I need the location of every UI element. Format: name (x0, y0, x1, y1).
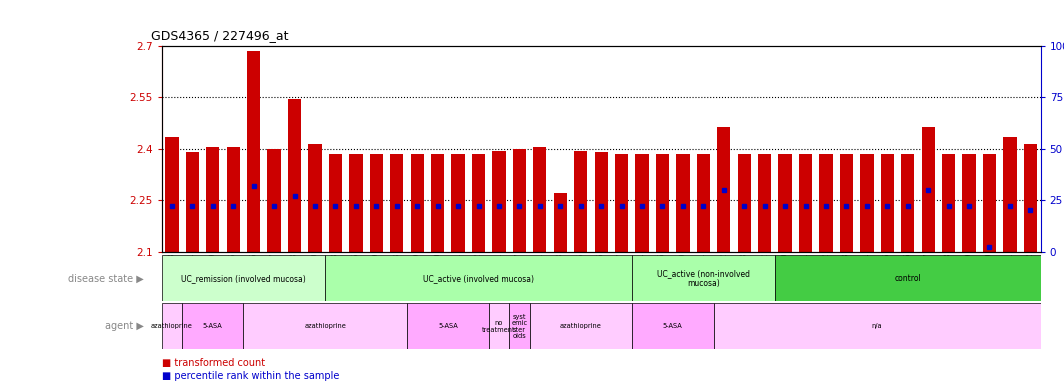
Bar (1003, 137, 1016, 252)
Bar (575, 151, 587, 252)
Bar (267, 149, 281, 252)
Text: ■ transformed count: ■ transformed count (162, 358, 265, 368)
Bar (635, 154, 649, 252)
Text: azathioprine: azathioprine (560, 323, 601, 329)
Bar (369, 154, 383, 252)
Bar (881, 154, 894, 252)
Bar (186, 152, 199, 252)
Bar (615, 154, 628, 252)
Bar (839, 154, 853, 252)
Bar (206, 147, 219, 252)
Text: UC_remission (involved mucosa): UC_remission (involved mucosa) (181, 274, 305, 283)
Bar (921, 127, 935, 252)
Bar (411, 154, 423, 252)
Bar (632, 255, 775, 301)
Bar (775, 255, 1041, 301)
Bar (329, 154, 343, 252)
Bar (309, 144, 321, 252)
Bar (326, 255, 632, 301)
Bar (1024, 144, 1037, 252)
Text: no
treatment: no treatment (482, 320, 516, 333)
Text: control: control (895, 274, 921, 283)
Bar (431, 154, 445, 252)
Text: azathioprine: azathioprine (304, 323, 346, 329)
Bar (390, 154, 403, 252)
Text: UC_active (involved mucosa): UC_active (involved mucosa) (423, 274, 534, 283)
Bar (488, 303, 510, 349)
Bar (530, 303, 632, 349)
Bar (942, 154, 955, 252)
Bar (779, 154, 792, 252)
Bar (758, 154, 771, 252)
Bar (182, 303, 244, 349)
Bar (472, 154, 485, 252)
Bar (513, 149, 526, 252)
Bar (595, 152, 608, 252)
Bar (632, 303, 714, 349)
Bar (408, 303, 488, 349)
Text: UC_active (non-involved
mucosa): UC_active (non-involved mucosa) (656, 269, 750, 288)
Bar (162, 303, 182, 349)
Bar (697, 154, 710, 252)
Text: disease state ▶: disease state ▶ (68, 273, 144, 283)
Bar (655, 154, 669, 252)
Text: 5-ASA: 5-ASA (438, 323, 458, 329)
Bar (533, 147, 547, 252)
Bar (165, 137, 179, 252)
Bar (819, 154, 833, 252)
Bar (247, 51, 261, 252)
Bar (288, 99, 301, 252)
Bar (963, 154, 976, 252)
Bar (901, 154, 914, 252)
Bar (717, 127, 730, 252)
Bar (983, 154, 996, 252)
Text: agent ▶: agent ▶ (104, 321, 144, 331)
Text: 5-ASA: 5-ASA (663, 323, 683, 329)
Bar (451, 154, 465, 252)
Bar (227, 147, 239, 252)
Bar (553, 193, 567, 252)
Bar (162, 255, 326, 301)
Text: GDS4365 / 227496_at: GDS4365 / 227496_at (151, 29, 288, 42)
Bar (714, 303, 1041, 349)
Text: n/a: n/a (871, 323, 882, 329)
Text: 5-ASA: 5-ASA (203, 323, 222, 329)
Text: ■ percentile rank within the sample: ■ percentile rank within the sample (162, 371, 339, 381)
Bar (677, 154, 689, 252)
Bar (510, 303, 530, 349)
Bar (244, 303, 408, 349)
Bar (860, 154, 874, 252)
Bar (737, 154, 751, 252)
Text: azathioprine: azathioprine (151, 323, 193, 329)
Bar (349, 154, 363, 252)
Text: syst
emic
ster
oids: syst emic ster oids (512, 314, 528, 339)
Bar (493, 151, 505, 252)
Bar (799, 154, 812, 252)
